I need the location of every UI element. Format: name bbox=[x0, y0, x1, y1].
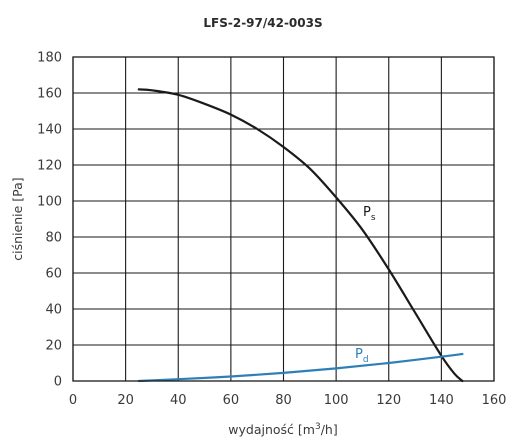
y-tick-label: 160 bbox=[37, 87, 62, 102]
series-label-Pd: Pd bbox=[355, 347, 369, 365]
x-tick-label: 160 bbox=[482, 393, 507, 408]
y-tick-label: 20 bbox=[45, 339, 62, 354]
y-axis-label: ciśnienie [Pa] bbox=[10, 177, 25, 260]
y-tick-label: 60 bbox=[45, 267, 62, 282]
x-tick-labels: 0 20 40 60 80 100 120 140 160 bbox=[69, 393, 507, 408]
x-axis-label: wydajność [m3/h] bbox=[228, 422, 337, 437]
x-tick-label: 140 bbox=[429, 393, 454, 408]
x-tick-label: 120 bbox=[376, 393, 401, 408]
series-line-Ps bbox=[137, 88, 464, 383]
x-tick-label: 0 bbox=[69, 393, 77, 408]
series-labels: Ps Pd bbox=[355, 205, 376, 365]
y-tick-label: 120 bbox=[37, 159, 62, 174]
x-tick-label: 60 bbox=[223, 393, 240, 408]
y-tick-label: 80 bbox=[45, 231, 62, 246]
y-tick-label: 0 bbox=[54, 375, 62, 390]
series-line-Pd bbox=[137, 352, 464, 383]
y-tick-label: 140 bbox=[37, 123, 62, 138]
grid-lines bbox=[72, 56, 495, 382]
plot-frame bbox=[72, 56, 495, 382]
series-lines bbox=[137, 88, 464, 383]
x-tick-label: 80 bbox=[275, 393, 292, 408]
x-tick-label: 20 bbox=[117, 393, 134, 408]
chart-title: LFS-2-97/42-003S bbox=[203, 16, 322, 30]
series-label-Ps: Ps bbox=[363, 205, 376, 223]
y-tick-label: 100 bbox=[37, 195, 62, 210]
y-tick-labels: 0 20 40 60 80 100 120 140 160 180 bbox=[37, 51, 62, 390]
y-tick-label: 40 bbox=[45, 303, 62, 318]
y-tick-label: 180 bbox=[37, 51, 62, 66]
x-tick-label: 40 bbox=[170, 393, 187, 408]
x-tick-label: 100 bbox=[324, 393, 349, 408]
